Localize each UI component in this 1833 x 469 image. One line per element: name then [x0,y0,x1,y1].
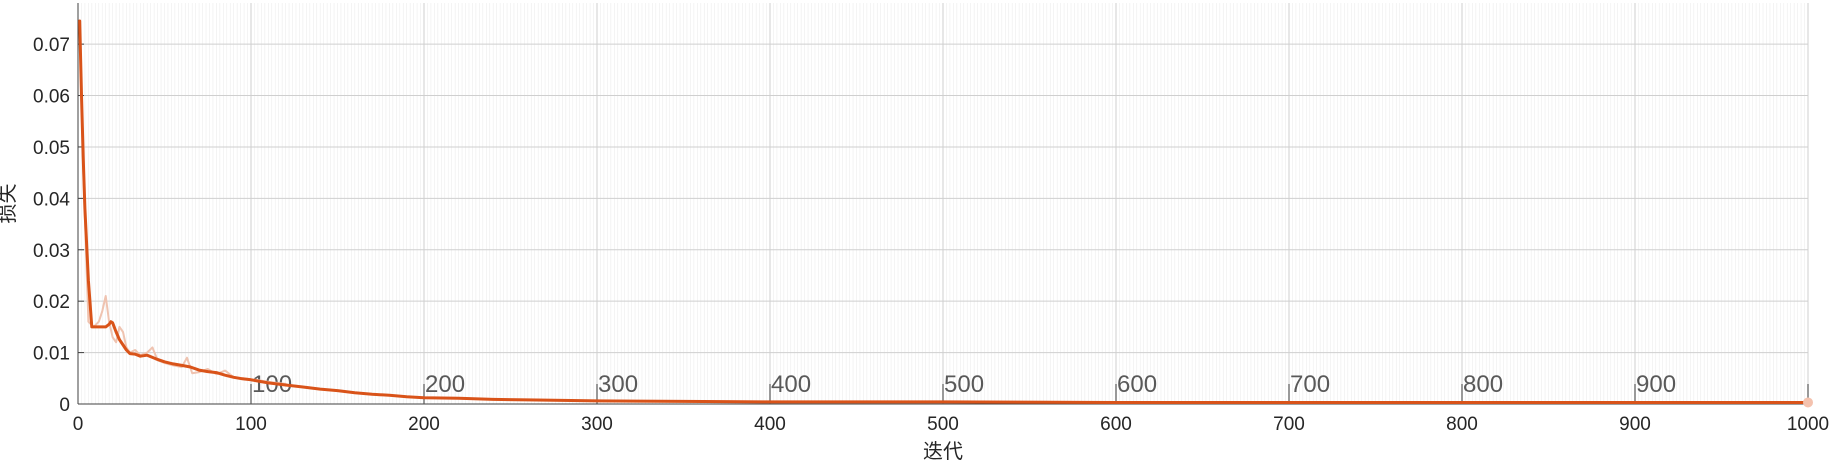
x-tick-label: 600 [1100,414,1132,435]
epoch-label: 300 [598,371,638,398]
x-tick-label: 900 [1619,414,1651,435]
smoothed-loss-line [78,19,1810,404]
epoch-label: 600 [1117,371,1157,398]
y-tick-label: 0.02 [33,292,70,313]
epoch-label: 800 [1463,371,1503,398]
epoch-label: 200 [425,371,465,398]
x-tick-label: 800 [1446,414,1478,435]
epoch-label: 500 [944,371,984,398]
x-tick-label: 700 [1273,414,1305,435]
x-axis-label: 迭代 [923,440,963,463]
y-tick-label: 0.05 [33,138,70,159]
y-tick-label: 0.07 [33,35,70,56]
x-tick-label: 300 [581,414,613,435]
x-tick-label: 500 [927,414,959,435]
y-tick-label: 0.06 [33,87,70,108]
x-tick-label: 0 [73,414,84,435]
epoch-label: 900 [1636,371,1676,398]
y-tick-label: 0.01 [33,344,70,365]
epoch-label: 700 [1290,371,1330,398]
x-tick-label: 200 [408,414,440,435]
epoch-label: 400 [771,371,811,398]
y-tick-label: 0.03 [33,241,70,262]
x-tick-label: 1000 [1787,414,1829,435]
final-point-marker [1803,397,1813,408]
x-tick-label: 100 [235,414,267,435]
y-axis-label: 损失 [0,184,19,224]
y-tick-label: 0.04 [33,189,70,210]
x-tick-label: 400 [754,414,786,435]
y-tick-label: 0 [59,395,70,416]
